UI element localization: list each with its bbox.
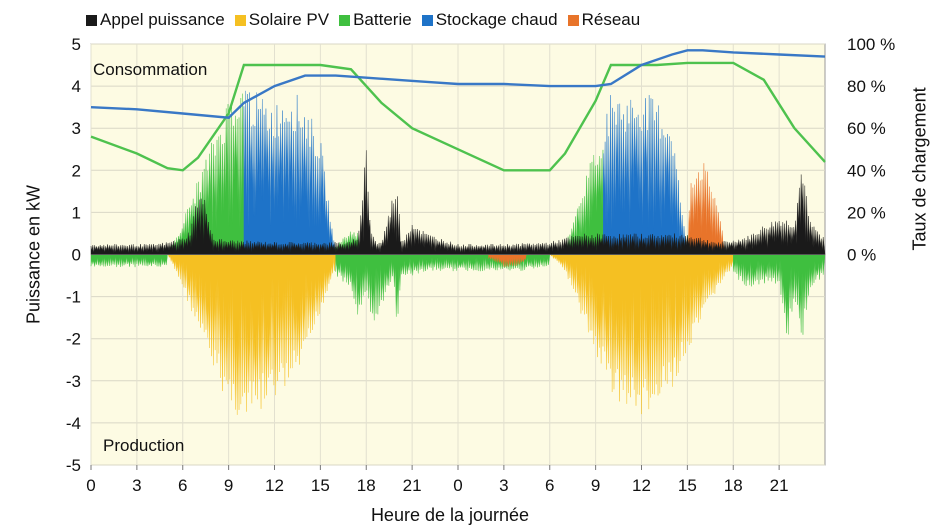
- series-area-batterie: [167, 93, 245, 255]
- x-tick-label: 0: [453, 476, 462, 495]
- x-axis-title: Heure de la journée: [370, 505, 530, 525]
- x-tick-label: 0: [86, 476, 95, 495]
- y-tick-label: -4: [66, 414, 81, 433]
- legend-swatch: [86, 14, 97, 26]
- series-area-batterie-d-charge-: [335, 254, 550, 321]
- x-tick-label: 12: [265, 476, 284, 495]
- x-tick-label: 21: [403, 476, 422, 495]
- series-area-stockage-chaud: [243, 90, 336, 255]
- y2-tick-label: 40 %: [847, 161, 886, 180]
- x-tick-label: 18: [357, 476, 376, 495]
- legend-label: Réseau: [581, 10, 641, 29]
- y-tick-label: 2: [72, 161, 81, 180]
- y-tick-label: -5: [66, 456, 81, 475]
- y2-tick-label: 60 %: [847, 119, 886, 138]
- legend-swatch: [339, 14, 351, 26]
- x-tick-label: 21: [770, 476, 789, 495]
- legend-swatch: [421, 14, 433, 26]
- y-axis-title: Puissance en kW: [23, 184, 44, 325]
- line-taux-batterie: [90, 61, 826, 172]
- y2-axis-title: Taux de chargement: [909, 87, 930, 251]
- series-area-batterie-d-charge-: [90, 254, 168, 268]
- legend-swatch: [567, 14, 579, 26]
- y-tick-label: 0: [72, 246, 81, 265]
- production-label: Production: [103, 436, 185, 455]
- charge-lines: [90, 49, 826, 172]
- y2-tick-label: 0 %: [847, 246, 876, 265]
- series: [90, 90, 826, 415]
- series-area-appel-puissance: [90, 150, 826, 255]
- series-area-solaire-pv: [549, 254, 750, 415]
- y-tick-label: -2: [66, 330, 81, 349]
- x-tick-label: 12: [632, 476, 651, 495]
- legend-item-batterie: Batterie: [339, 10, 412, 30]
- legend-label: Stockage chaud: [435, 10, 558, 29]
- series-area-batterie-d-charge-: [733, 254, 826, 335]
- y2-tick-label: 20 %: [847, 203, 886, 222]
- x-tick-label: 3: [132, 476, 141, 495]
- x-tick-label: 6: [545, 476, 554, 495]
- x-tick-label: 15: [678, 476, 697, 495]
- legend-label: Solaire PV: [248, 10, 330, 29]
- legend-item-reseau: Réseau: [567, 10, 641, 30]
- series-area-stockage-chaud: [603, 95, 688, 255]
- x-tick-label: 9: [591, 476, 600, 495]
- legend-label: Batterie: [353, 10, 412, 29]
- x-tick-label: 9: [224, 476, 233, 495]
- legend-swatch: [234, 14, 246, 26]
- x-tick-label: 18: [724, 476, 743, 495]
- x-tick-label: 15: [311, 476, 330, 495]
- y-tick-label: 3: [72, 119, 81, 138]
- x-tick-label: 3: [499, 476, 508, 495]
- series-area-r-seau: [488, 254, 528, 268]
- legend-item-appel-puissance: Appel puissance: [86, 10, 225, 30]
- consommation-label: Consommation: [93, 60, 208, 79]
- y-tick-label: -1: [66, 288, 81, 307]
- line-taux-stockage-chaud: [90, 49, 826, 119]
- series-area-r-seau: [687, 163, 726, 255]
- y-tick-label: 5: [72, 35, 81, 54]
- legend-label: Appel puissance: [100, 10, 225, 29]
- legend-item-solaire-pv: Solaire PV: [234, 10, 330, 30]
- y2-tick-label: 100 %: [847, 35, 895, 54]
- legend: Appel puissance Solaire PV Batterie Stoc…: [86, 9, 650, 31]
- series-area-solaire-pv: [167, 254, 351, 415]
- y2-tick-label: 80 %: [847, 77, 886, 96]
- legend-item-stockage-chaud: Stockage chaud: [421, 10, 558, 30]
- y-tick-label: -3: [66, 372, 81, 391]
- x-tick-label: 6: [178, 476, 187, 495]
- y-tick-label: 1: [72, 203, 81, 222]
- y-tick-label: 4: [72, 77, 81, 96]
